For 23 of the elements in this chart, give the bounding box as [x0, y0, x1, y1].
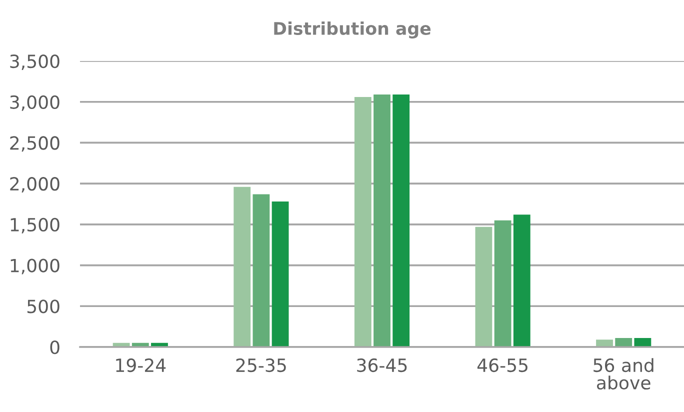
bar [272, 202, 289, 347]
bar [494, 220, 512, 347]
x-tick-label: 46-55 [477, 358, 528, 372]
bar [234, 186, 251, 347]
chart-title: Distribution age [274, 22, 431, 38]
y-tick-label: 2,500 [10, 136, 60, 152]
bar [252, 194, 270, 347]
y-tick-label: 500 [27, 300, 60, 314]
bar [513, 214, 530, 347]
x-tick-label: 36-45 [357, 358, 407, 372]
y-tick-label: 0 [50, 340, 60, 354]
bar [354, 96, 372, 347]
bar [475, 226, 492, 347]
bar [392, 94, 410, 347]
x-tick-label: 56 and above [594, 358, 654, 390]
bar [374, 94, 390, 347]
y-tick-label: 3,500 [10, 54, 60, 70]
x-tick-label: 19-24 [116, 358, 166, 372]
x-tick-label: 25-35 [236, 358, 286, 372]
y-tick-label: 2,000 [10, 177, 60, 193]
y-tick-label: 3,000 [10, 95, 60, 111]
y-tick-label: 1,000 [10, 258, 60, 274]
y-tick-label: 1,500 [10, 218, 60, 234]
